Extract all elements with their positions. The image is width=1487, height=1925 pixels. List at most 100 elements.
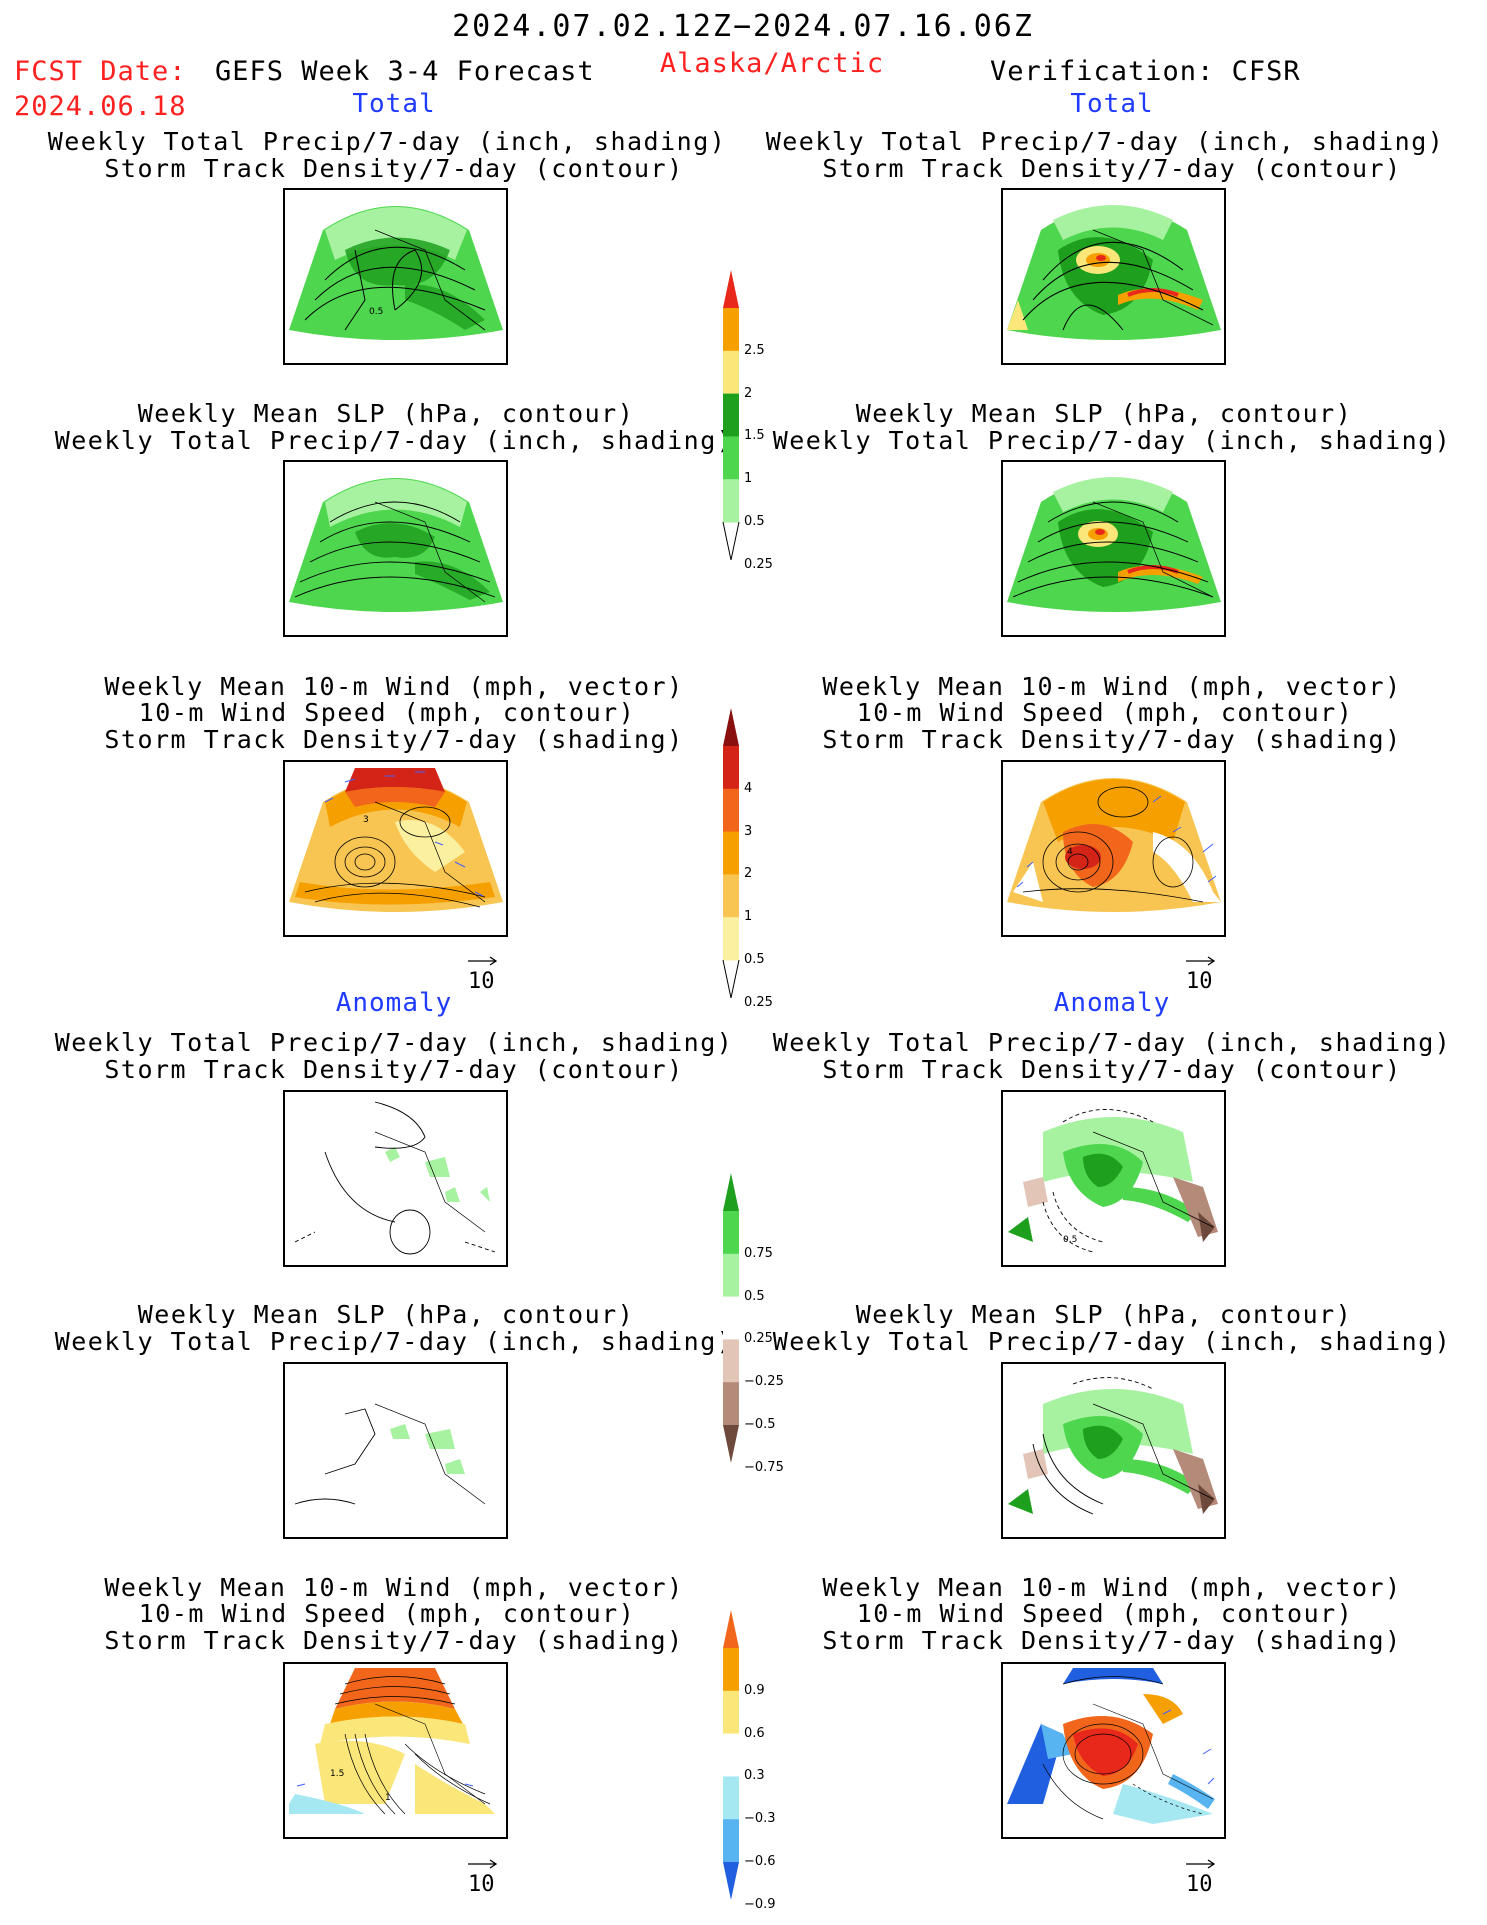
panel-title: Storm Track Density/7-day (contour) [104,154,684,183]
colorbar-tick-label: 1 [744,471,753,487]
colorbar-swatches [722,708,740,998]
panel-title: Weekly Total Precip/7-day (inch, shading… [54,1028,734,1057]
colorbar-tick-label: 0.6 [744,1725,765,1741]
colorbar-tick-label: 0.5 [744,952,765,967]
map-total-wind-storm-forecast: 3 [283,760,508,937]
contour-label: 0.5 [1063,1235,1077,1245]
panel-title: Weekly Total Precip/7-day (inch, shading… [47,127,727,156]
colorbar-tick-label: −0.3 [744,1811,776,1827]
panel-title: Storm Track Density/7-day (shading) [822,725,1402,754]
arrow-right-icon [1186,956,1216,966]
panel-title: Storm Track Density/7-day (contour) [822,1055,1402,1084]
colorbar-swatch [723,746,739,790]
colorbar-swatch [723,1690,739,1735]
model-label: GEFS Week 3-4 Forecast [215,56,595,87]
map-anom-wind-storm-verification [1001,1662,1226,1839]
colorbar-tick-label: −0.25 [744,1374,784,1390]
map-total-wind-storm-verification: 4 [1001,760,1226,937]
contour-label: 3 [363,815,369,825]
colorbar-tick-label: 2 [744,385,753,401]
colorbar-tick-label: 0.25 [744,556,773,572]
colorbar-swatch [722,959,740,998]
arrow-right-icon [468,1859,498,1869]
contour-label: 4 [1067,847,1073,857]
colorbar-swatch [723,1819,739,1863]
panel-title: Weekly Mean SLP (hPa, contour) [137,1300,635,1329]
fcst-date-label: FCST Date: [14,56,187,87]
colorbar-tick-label: 4 [744,780,753,796]
section-anomaly-left: Anomaly [335,988,453,1018]
colorbar-swatch [722,521,740,560]
panel-title: Weekly Total Precip/7-day (inch, shading… [772,426,1452,455]
panel-title: Storm Track Density/7-day (shading) [104,725,684,754]
colorbar-tick-label: 1 [744,909,753,925]
colorbar-storm-anom: 0.9 0.6 0.3 −0.3 −0.6 −0.9 [720,1610,790,1912]
vector-reference-value: 10 [1186,1872,1213,1897]
colorbar-swatches [723,1610,739,1900]
colorbar-tick-label: 0.5 [744,514,765,529]
panel-title: Weekly Mean 10-m Wind (mph, vector) [104,672,684,701]
map-anom-precip-storm-forecast [283,1090,508,1267]
panel-title: Storm Track Density/7-day (shading) [822,1626,1402,1655]
colorbar-swatch [723,436,739,480]
panel-title: Weekly Mean 10-m Wind (mph, vector) [822,1573,1402,1602]
panel-title: Weekly Total Precip/7-day (inch, shading… [772,1327,1452,1356]
verification-label: Verification: CFSR [990,56,1301,87]
colorbar-swatch [723,308,739,352]
date-range-title: 2024.07.02.12Z−2024.07.16.06Z [452,9,1034,44]
panel-title: Weekly Mean SLP (hPa, contour) [137,399,635,428]
colorbar-swatch [723,350,739,395]
colorbar-tick-label: 1.5 [744,428,765,444]
colorbar-swatch [723,1173,739,1211]
arrow-right-icon [468,956,498,966]
colorbar-swatch [723,831,739,875]
colorbar-tick-label: 0.9 [744,1682,765,1698]
colorbar-tick-label: −0.75 [744,1459,784,1475]
panel-title: Weekly Mean 10-m Wind (mph, vector) [104,1573,684,1602]
colorbar-swatch [723,1733,739,1777]
colorbar-tick-label: 2 [744,866,753,882]
map-anom-wind-storm-forecast: 1.5 1 [283,1662,508,1839]
colorbar-swatch [723,1648,739,1692]
contour-label: 1 [385,1793,391,1803]
colorbar-swatch [723,270,739,308]
colorbar-precip-anom: 0.75 0.5 0.25 −0.25 −0.5 −0.75 [720,1173,790,1475]
colorbar-swatch [723,393,739,437]
colorbar-swatch [723,479,739,523]
map-anom-slp-precip-forecast [283,1362,508,1539]
colorbar-swatch [723,1776,739,1820]
colorbar-swatch [723,1382,739,1426]
map-total-slp-precip-forecast [283,460,508,637]
colorbar-storm-total: 4 3 2 1 0.5 0.25 [720,708,790,1010]
colorbar-tick-label: −0.9 [744,1896,776,1912]
colorbar-precip-total: 2.5 2 1.5 1 0.5 0.25 [720,270,790,572]
panel-title: Weekly Total Precip/7-day (inch, shading… [772,1028,1452,1057]
map-anom-slp-precip-verification [1001,1362,1226,1539]
panel-title: Weekly Total Precip/7-day (inch, shading… [54,426,734,455]
fcst-date-value: 2024.06.18 [14,91,187,122]
panel-title: Storm Track Density/7-day (shading) [104,1626,684,1655]
panel-title: Weekly Mean 10-m Wind (mph, vector) [822,672,1402,701]
vector-reference-value: 10 [468,969,495,994]
colorbar-swatch [723,1425,739,1463]
section-total-right: Total [1070,89,1154,119]
panel-title: Weekly Mean SLP (hPa, contour) [855,1300,1353,1329]
colorbar-swatches [723,1173,739,1463]
colorbar-tick-label: 0.25 [744,994,773,1010]
colorbar-swatches [722,270,740,560]
panel-title: Weekly Total Precip/7-day (inch, shading… [765,127,1445,156]
contour-label: 0.5 [369,307,383,317]
arrow-right-icon [1186,1859,1216,1869]
colorbar-tick-label: 0.75 [744,1245,773,1261]
panel-title: 10-m Wind Speed (mph, contour) [856,698,1354,727]
contour-label: 1.5 [330,1769,344,1779]
colorbar-tick-label: 2.5 [744,342,765,358]
colorbar-swatch [723,1211,739,1255]
colorbar-swatch [723,1610,739,1648]
map-total-slp-precip-verification [1001,460,1226,637]
panel-title: 10-m Wind Speed (mph, contour) [856,1599,1354,1628]
panel-title: Storm Track Density/7-day (contour) [104,1055,684,1084]
colorbar-swatch [723,708,739,746]
panel-title: 10-m Wind Speed (mph, contour) [138,1599,636,1628]
section-anomaly-right: Anomaly [1053,988,1171,1018]
